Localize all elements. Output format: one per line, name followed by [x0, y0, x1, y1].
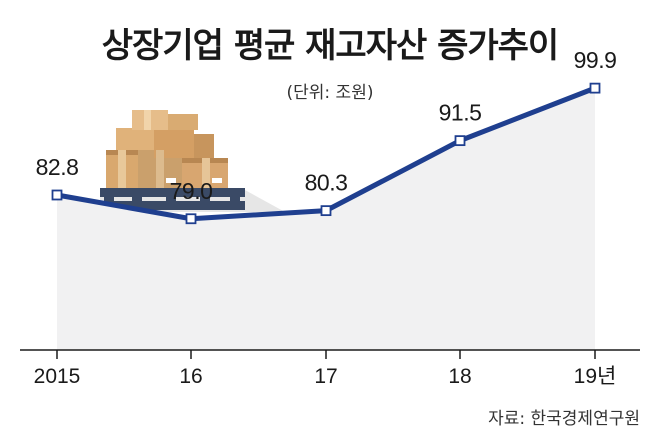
data-label: 99.9 — [574, 47, 617, 73]
data-label: 82.8 — [36, 154, 79, 180]
data-label: 80.3 — [305, 170, 348, 196]
x-tick-label: 16 — [179, 365, 202, 388]
x-tick-label: 17 — [314, 365, 337, 388]
x-tick-label: 18 — [448, 365, 471, 388]
data-point — [185, 213, 197, 225]
source-note: 자료: 한국경제연구원 — [488, 409, 640, 429]
plot-area: 2015 16 17 18 19년 82.8 79.0 80.3 91.5 99.9 — [20, 47, 640, 388]
data-label: 79.0 — [170, 178, 213, 204]
boxes-pallet-icon — [100, 110, 285, 212]
data-point — [589, 82, 601, 94]
x-tick-label: 2015 — [34, 365, 81, 388]
data-label: 91.5 — [439, 100, 482, 126]
data-point — [454, 135, 466, 147]
x-tick-label: 19년 — [574, 365, 617, 388]
data-point — [51, 189, 63, 201]
chart-title: 상장기업 평균 재고자산 증가추이 — [101, 26, 559, 66]
unit-label: (단위: 조원) — [286, 83, 374, 103]
data-point — [320, 205, 332, 217]
area-fill — [57, 88, 595, 350]
